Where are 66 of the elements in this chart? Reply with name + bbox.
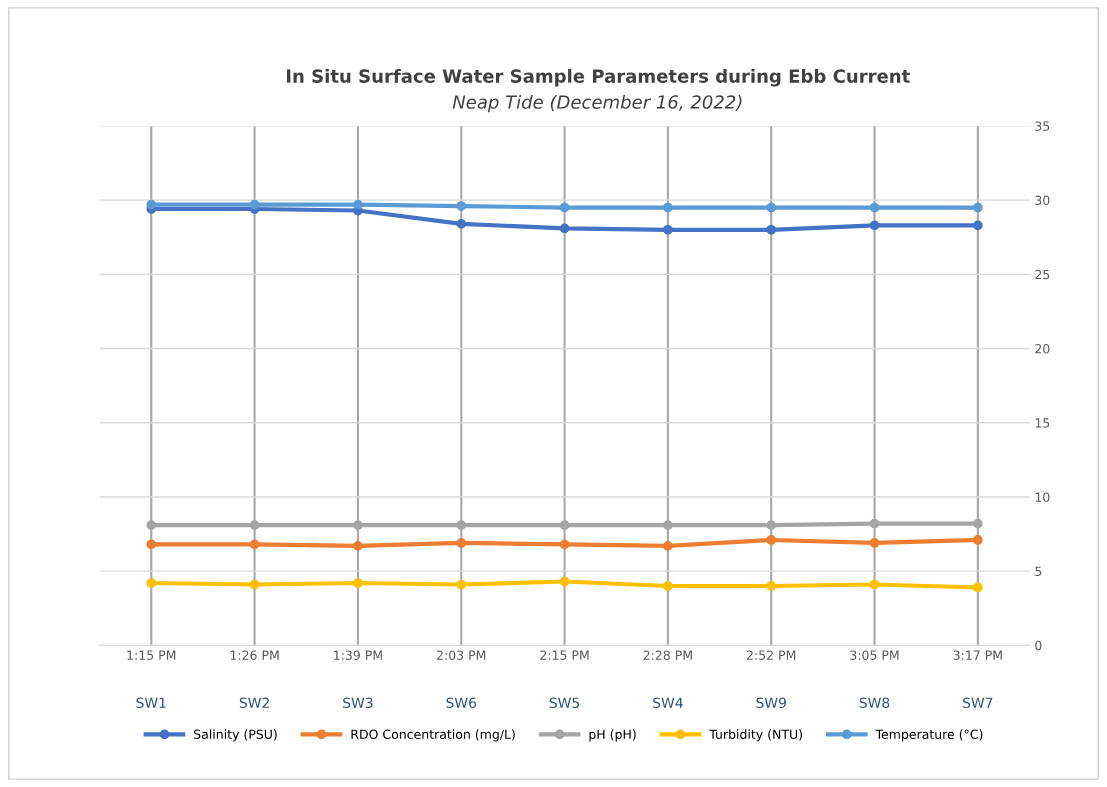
point — [663, 581, 673, 591]
point — [766, 581, 777, 591]
category-label: 3:05 PM SW8 — [850, 650, 899, 709]
point — [869, 518, 880, 529]
point — [972, 202, 983, 213]
legend-label: Turbidity (NTU) — [709, 729, 802, 742]
point — [869, 538, 880, 548]
point — [249, 539, 260, 550]
point — [559, 202, 570, 213]
y-tick-label: 0 — [1035, 640, 1042, 651]
legend-label: pH (pH) — [589, 729, 636, 742]
point — [249, 579, 260, 590]
point — [972, 535, 983, 545]
point — [353, 578, 363, 588]
point — [456, 579, 467, 590]
point — [559, 520, 570, 530]
y-tick-label: 30 — [1035, 195, 1050, 206]
point — [766, 520, 777, 530]
point — [869, 220, 880, 231]
point — [559, 539, 570, 550]
point — [663, 541, 673, 551]
point — [146, 539, 157, 550]
point — [869, 579, 880, 590]
point — [663, 520, 673, 530]
point — [249, 199, 260, 210]
point — [869, 202, 880, 213]
y-tick-label: 15 — [1035, 418, 1050, 428]
category-label: 1:26 PM SW2 — [230, 650, 279, 709]
point — [456, 201, 467, 211]
point — [559, 576, 570, 587]
point — [766, 535, 777, 545]
y-tick-label: 5 — [1035, 566, 1042, 577]
point — [972, 518, 983, 529]
point — [353, 541, 363, 551]
category-label: 2:03 PM SW6 — [436, 650, 486, 709]
point — [766, 224, 777, 235]
point — [663, 202, 673, 213]
point — [456, 520, 467, 530]
chart-subtitle: Neap Tide (December 16, 2022) — [452, 94, 742, 113]
chart-title: In Situ Surface Water Sample Parameters during Ebb Current — [286, 68, 910, 87]
y-tick-label: 25 — [1035, 269, 1050, 280]
y-tick-label: 20 — [1035, 344, 1050, 354]
point — [456, 538, 467, 548]
category-label: 1:39 PM SW3 — [334, 650, 382, 709]
legend-label: RDO Concentration (mg/L) — [351, 729, 515, 742]
point — [146, 578, 157, 588]
category-label: 2:15 PM SW5 — [540, 650, 589, 709]
point — [766, 202, 777, 213]
point — [353, 199, 363, 210]
category-label: 2:52 PM SW9 — [746, 650, 796, 709]
y-tick-label: 35 — [1035, 121, 1050, 131]
point — [146, 520, 157, 530]
point — [146, 199, 157, 210]
point — [972, 582, 983, 593]
point — [559, 223, 570, 234]
point — [972, 220, 983, 231]
legend-label: Salinity (PSU) — [194, 729, 277, 742]
category-label: 1:15 PM SW1 — [127, 650, 176, 709]
y-tick-label: 10 — [1035, 492, 1050, 502]
legend-label: Temperature (°C) — [875, 729, 983, 742]
category-label: 3:17 PM SW7 — [953, 650, 1002, 709]
category-label: 2:28 PM SW4 — [643, 650, 692, 709]
point — [456, 219, 467, 229]
point — [353, 520, 363, 530]
point — [663, 224, 673, 235]
point — [249, 520, 260, 530]
